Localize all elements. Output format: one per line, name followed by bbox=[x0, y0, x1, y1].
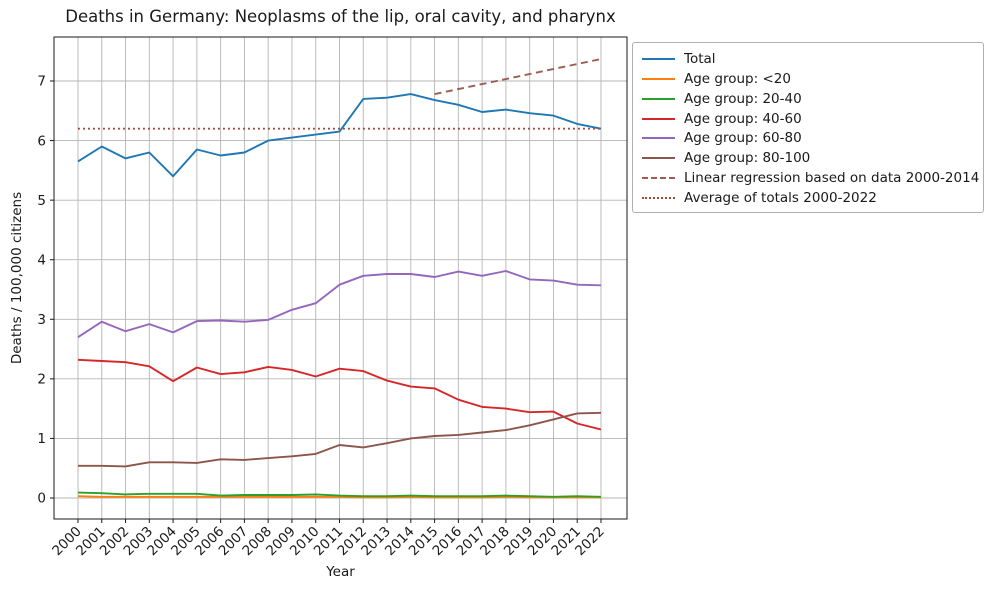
legend-item-1: Age group: <20 bbox=[642, 69, 975, 89]
legend-item-6: Linear regression based on data 2000-201… bbox=[642, 168, 979, 188]
legend-swatch-dashed-line bbox=[642, 177, 675, 180]
y-tick-label: 4 bbox=[37, 252, 46, 268]
legend-label: Average of totals 2000-2022 bbox=[684, 190, 877, 207]
legend-label: Total bbox=[684, 50, 716, 67]
chart-title: Deaths in Germany: Neoplasms of the lip,… bbox=[65, 7, 616, 26]
legend-label: Age group: <20 bbox=[684, 70, 791, 87]
series-line-3 bbox=[77, 358, 602, 431]
legend-item-3: Age group: 40-60 bbox=[642, 109, 975, 129]
y-tick-label: 0 bbox=[37, 491, 46, 507]
y-tick-label: 1 bbox=[37, 431, 46, 447]
legend-item-4: Age group: 60-80 bbox=[642, 129, 975, 149]
legend-label: Age group: 40-60 bbox=[684, 110, 802, 127]
plot-frame bbox=[53, 36, 628, 520]
legend-item-0: Total bbox=[642, 49, 975, 69]
series-line-4 bbox=[77, 270, 602, 338]
series-line-0 bbox=[77, 93, 602, 178]
legend: Total Age group: <20 Age group: 20-40 Age g… bbox=[632, 42, 984, 213]
legend-swatch-dotted-line bbox=[642, 197, 675, 200]
y-tick-label: 7 bbox=[37, 74, 46, 90]
legend-label: Linear regression based on data 2000-201… bbox=[684, 170, 980, 187]
legend-item-5: Age group: 80-100 bbox=[642, 148, 975, 168]
series-lines bbox=[77, 58, 602, 499]
legend-swatch-solid-line bbox=[642, 57, 675, 60]
series-line-1 bbox=[77, 495, 601, 499]
y-axis-ticks: 0 1 2 3 4 5 6 7 bbox=[37, 74, 54, 507]
legend-label: Age group: 80-100 bbox=[684, 150, 811, 167]
x-axis-ticks: 2000200120022003200420052006200720082009… bbox=[49, 519, 608, 559]
legend-swatch-solid-line bbox=[642, 137, 675, 140]
x-axis-label: Year bbox=[326, 564, 355, 580]
y-tick-label: 3 bbox=[37, 312, 46, 328]
legend-swatch-solid-line bbox=[642, 97, 675, 100]
series-line-6 bbox=[434, 58, 602, 96]
series-line-5 bbox=[78, 411, 602, 468]
legend-label: Age group: 20-40 bbox=[684, 90, 802, 107]
legend-swatch-solid-line bbox=[642, 157, 675, 160]
legend-item-7: Average of totals 2000-2022 bbox=[642, 188, 975, 208]
legend-swatch-solid-line bbox=[642, 117, 675, 120]
legend-item-2: Age group: 20-40 bbox=[642, 89, 975, 109]
series-line-2 bbox=[77, 491, 602, 498]
y-tick-label: 5 bbox=[37, 193, 46, 209]
legend-label: Age group: 60-80 bbox=[684, 130, 802, 147]
y-tick-label: 2 bbox=[37, 372, 46, 388]
legend-swatch-solid-line bbox=[642, 77, 675, 80]
gridlines bbox=[54, 37, 627, 519]
y-tick-label: 6 bbox=[37, 133, 46, 149]
